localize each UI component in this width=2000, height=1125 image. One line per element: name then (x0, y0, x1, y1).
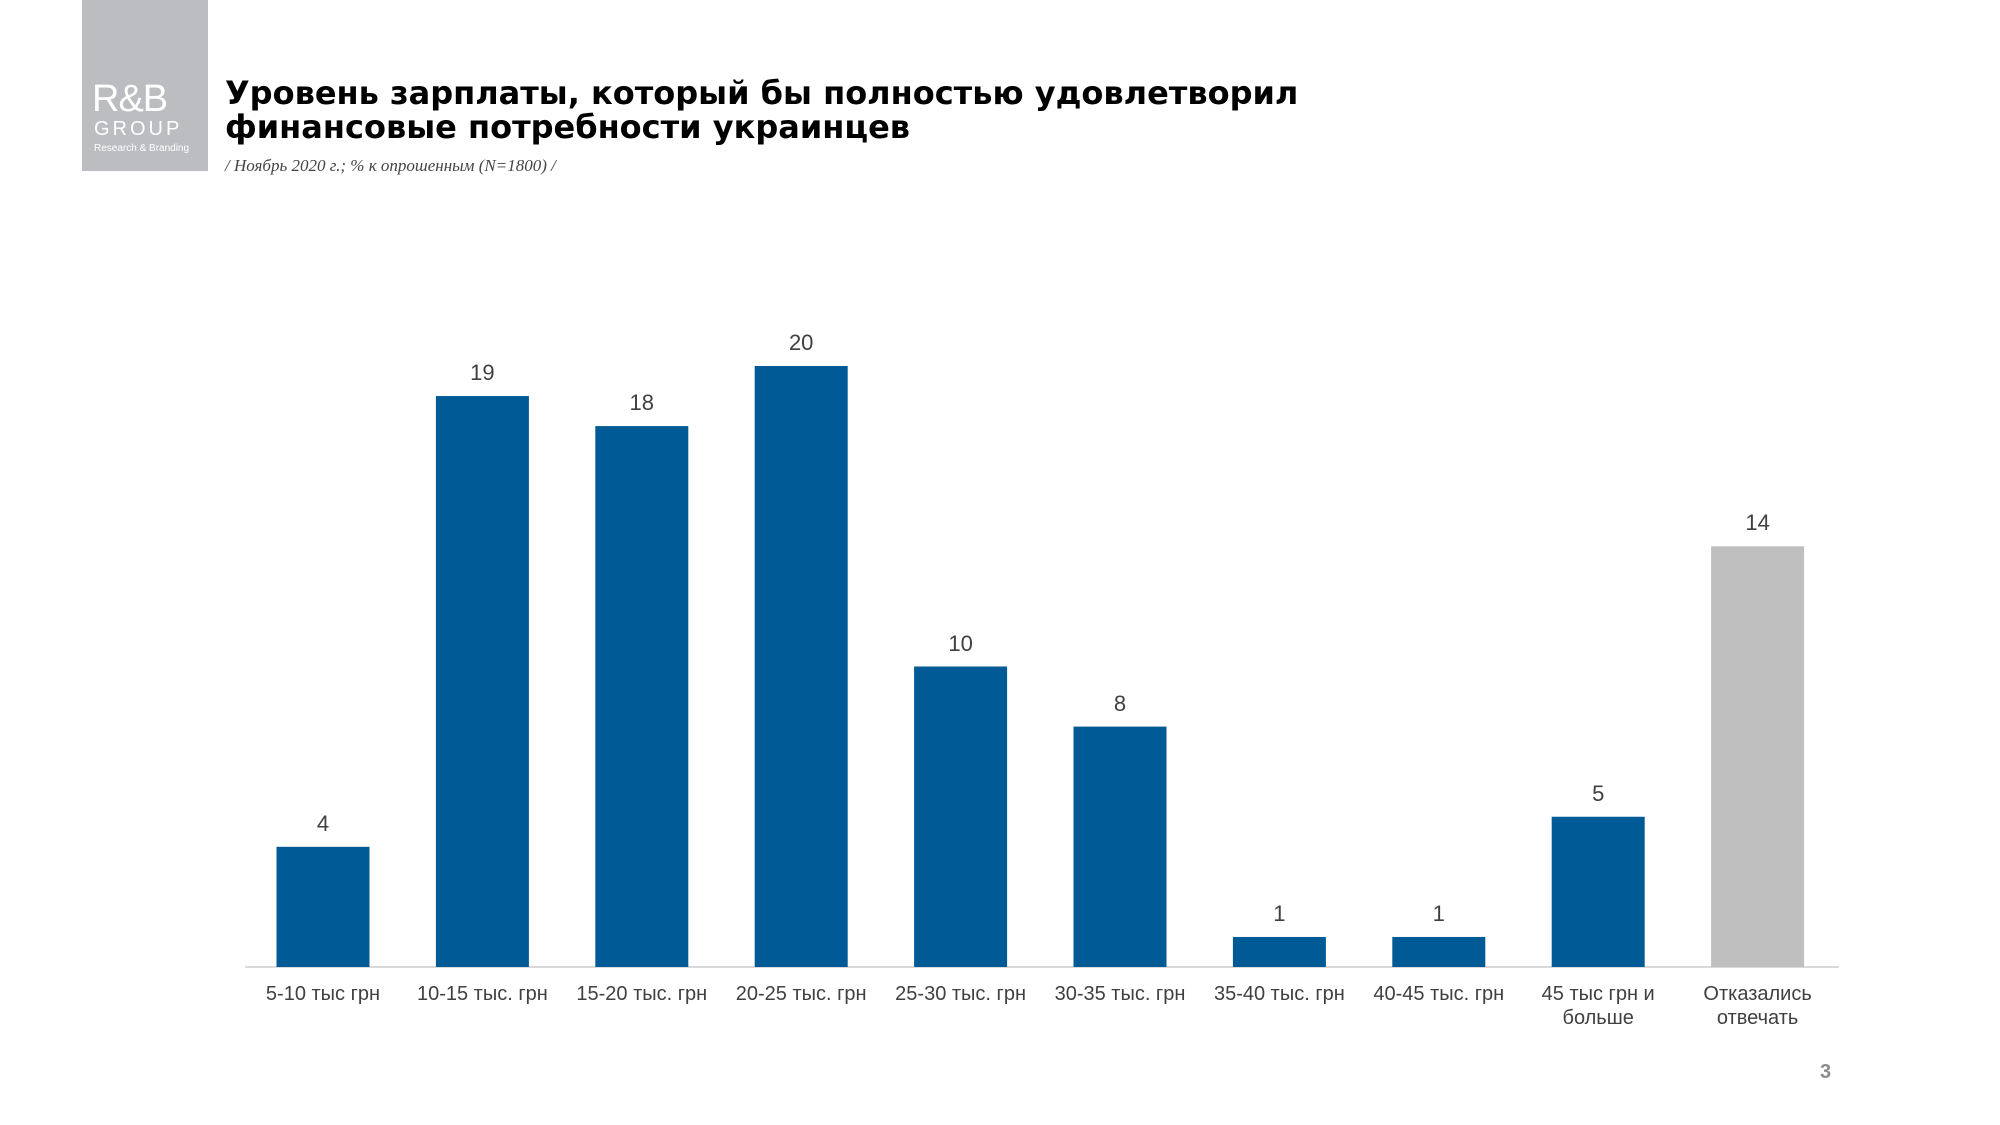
x-tick-label: 20-25 тыс. грн (735, 983, 867, 1005)
value-label: 1 (1432, 900, 1445, 926)
value-label: 18 (629, 390, 655, 416)
value-label: 8 (1113, 690, 1127, 716)
bar (1232, 936, 1326, 967)
value-label: 20 (788, 330, 814, 355)
bar (754, 366, 848, 967)
bar (595, 426, 689, 968)
value-label: 19 (470, 360, 495, 386)
x-tick-label: 5-10 тыс грн (265, 983, 381, 1005)
x-tick-label: 30-35 тыс. грн (1054, 983, 1186, 1005)
bar (435, 396, 529, 967)
value-label: 5 (1592, 780, 1605, 806)
x-tick-label: 35-40 тыс. грн (1213, 983, 1345, 1005)
value-label: 1 (1273, 900, 1286, 926)
x-tick-label: Отказались отвечать (1703, 983, 1812, 1029)
logo-tagline: Research & Branding (94, 143, 190, 154)
logo-group: GROUP (94, 118, 183, 140)
chart-subtitle: / Ноябрь 2020 г.; % к опрошенным (N=1800… (225, 156, 556, 175)
value-label: 14 (1745, 510, 1770, 536)
x-tick-label: 15-20 тыс. грн (576, 983, 708, 1005)
x-tick-label: 10-15 тыс. грн (416, 983, 548, 1005)
x-tick-label: 40-45 тыс. грн (1373, 983, 1505, 1005)
x-tick-label: 25-30 тыс. грн (895, 983, 1026, 1005)
bar (1392, 936, 1486, 967)
bar (1551, 816, 1645, 967)
value-label: 10 (948, 630, 973, 656)
bar (276, 846, 370, 967)
page-number: 3 (1820, 1061, 1832, 1083)
chart-title: Уровень зарплаты, который бы полностью у… (225, 74, 1299, 146)
logo-name: R&B (92, 78, 168, 120)
bar (1711, 546, 1805, 967)
bar (914, 666, 1008, 967)
x-tick-label: 45 тыс грн и больше (1541, 983, 1655, 1029)
bar (1073, 726, 1167, 967)
value-label: 4 (316, 810, 330, 836)
logo: R&B GROUP Research & Branding (82, 0, 208, 171)
